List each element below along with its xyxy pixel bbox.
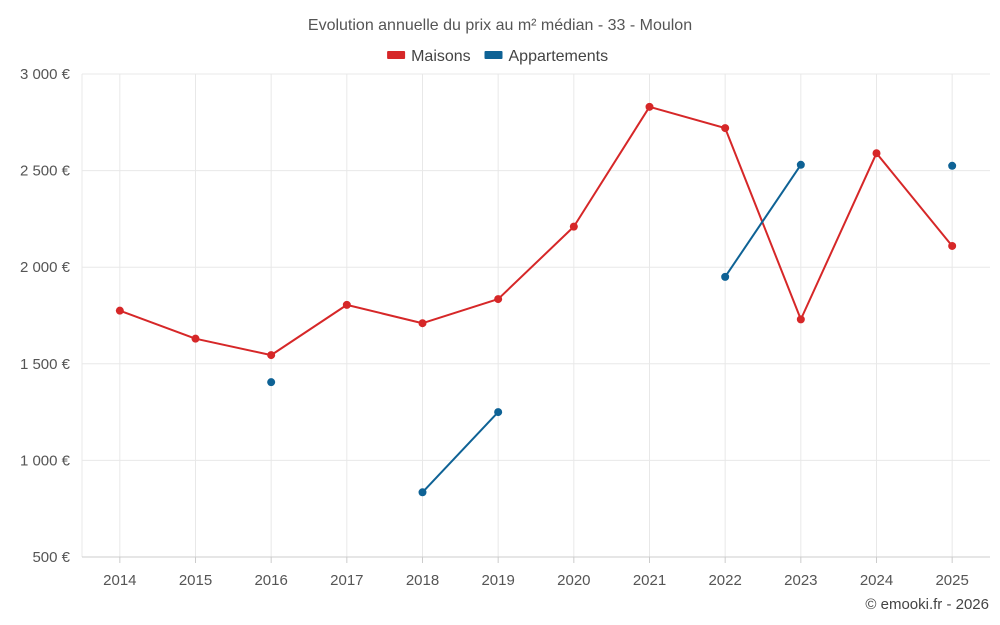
data-point-maisons[interactable]	[796, 315, 805, 324]
data-point-appartements[interactable]	[267, 378, 276, 387]
data-point-appartements[interactable]	[796, 160, 805, 169]
data-point-maisons[interactable]	[418, 319, 427, 328]
x-tick-label: 2023	[784, 572, 817, 589]
series-maisons	[115, 102, 957, 360]
x-tick-label: 2021	[633, 572, 666, 589]
x-tick-label: 2016	[254, 572, 287, 589]
data-point-maisons[interactable]	[872, 149, 881, 158]
legend-label: Maisons	[411, 48, 471, 65]
x-tick-label: 2018	[406, 572, 439, 589]
data-point-maisons[interactable]	[342, 300, 351, 309]
y-tick-label: 1 500 €	[20, 356, 71, 373]
data-point-maisons[interactable]	[115, 306, 124, 315]
data-point-maisons[interactable]	[721, 124, 730, 133]
y-tick-label: 500 €	[32, 549, 70, 566]
data-point-appartements[interactable]	[721, 272, 730, 281]
grid-lines	[81, 73, 990, 557]
x-tick-label: 2020	[557, 572, 590, 589]
series-appartements	[267, 160, 957, 497]
x-tick-label: 2022	[708, 572, 741, 589]
series-line-appartements	[421, 411, 499, 493]
data-point-maisons[interactable]	[645, 102, 654, 111]
legend-swatch	[387, 51, 406, 59]
data-point-maisons[interactable]	[191, 334, 200, 343]
series-group	[115, 102, 957, 497]
legend-item-maisons[interactable]: Maisons	[387, 48, 471, 65]
data-point-maisons[interactable]	[948, 241, 957, 250]
legend-label: Appartements	[509, 48, 609, 65]
y-tick-label: 3 000 €	[20, 66, 71, 83]
series-line-maisons	[119, 105, 953, 357]
data-point-appartements[interactable]	[948, 161, 957, 170]
legend-item-appartements[interactable]: Appartements	[484, 48, 609, 65]
legend-swatch	[484, 51, 503, 59]
x-tick-label: 2015	[179, 572, 212, 589]
y-tick-label: 2 500 €	[20, 163, 71, 180]
data-point-appartements[interactable]	[494, 408, 503, 417]
x-tick-label: 2025	[935, 572, 968, 589]
credit-text: © emooki.fr - 2026	[865, 596, 989, 613]
y-tick-label: 2 000 €	[20, 259, 71, 276]
legend[interactable]: Maisons Appartements	[387, 48, 608, 65]
x-tick-label: 2024	[860, 572, 893, 589]
series-line-appartements	[724, 164, 802, 278]
x-tick-label: 2017	[330, 572, 363, 589]
y-axis: 500 € 1 000 € 1 500 € 2 000 € 2 500 € 3 000 €	[20, 66, 71, 566]
x-tick-label: 2014	[103, 572, 136, 589]
data-point-maisons[interactable]	[267, 351, 276, 360]
data-point-maisons[interactable]	[569, 222, 578, 231]
data-point-appartements[interactable]	[418, 488, 427, 497]
y-tick-label: 1 000 €	[20, 452, 71, 469]
chart-title: Evolution annuelle du prix au m² médian …	[308, 17, 692, 34]
data-point-maisons[interactable]	[494, 295, 503, 304]
x-axis: 2014 2015 2016 2017 2018 2019 2020 2021 2022 2023…	[82, 556, 990, 589]
x-tick-label: 2019	[481, 572, 514, 589]
